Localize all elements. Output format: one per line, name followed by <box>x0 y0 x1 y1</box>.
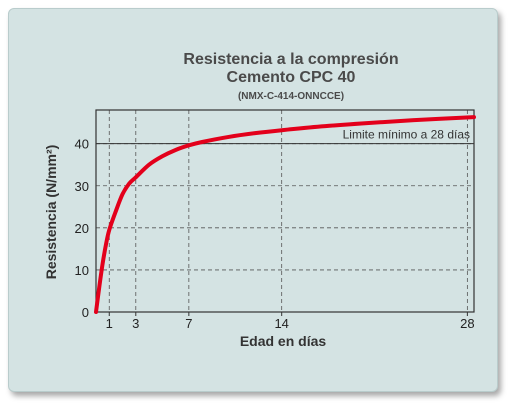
tick-labels: 1 3 7 14 28 0 10 20 30 40 <box>75 137 475 331</box>
y-tick-label: 30 <box>75 179 89 194</box>
chart-note: (NMX-C-414-ONNCCE) <box>238 91 344 102</box>
x-tick-label: 14 <box>274 316 288 331</box>
y-tick-label: 40 <box>75 137 89 152</box>
axes <box>95 109 475 316</box>
series-line <box>94 115 476 314</box>
chart-subtitle: Cemento CPC 40 <box>227 69 356 86</box>
chart-title: Resistencia a la compresión <box>183 51 398 68</box>
y-tick-label: 0 <box>82 305 89 320</box>
x-tick-label: 1 <box>106 316 113 331</box>
plot-border <box>95 109 475 313</box>
reference-line-label: Limite mínimo a 28 días <box>343 128 470 142</box>
x-tick-label: 7 <box>185 316 192 331</box>
chart-frame <box>8 8 498 392</box>
y-tick-label: 20 <box>75 221 89 236</box>
y-axis-label: Resistencia (N/mm²) <box>43 145 59 280</box>
x-axis-label: Edad en días <box>240 333 327 349</box>
y-tick-label: 10 <box>75 263 89 278</box>
x-tick-label: 28 <box>460 316 474 331</box>
x-tick-label: 3 <box>132 316 139 331</box>
